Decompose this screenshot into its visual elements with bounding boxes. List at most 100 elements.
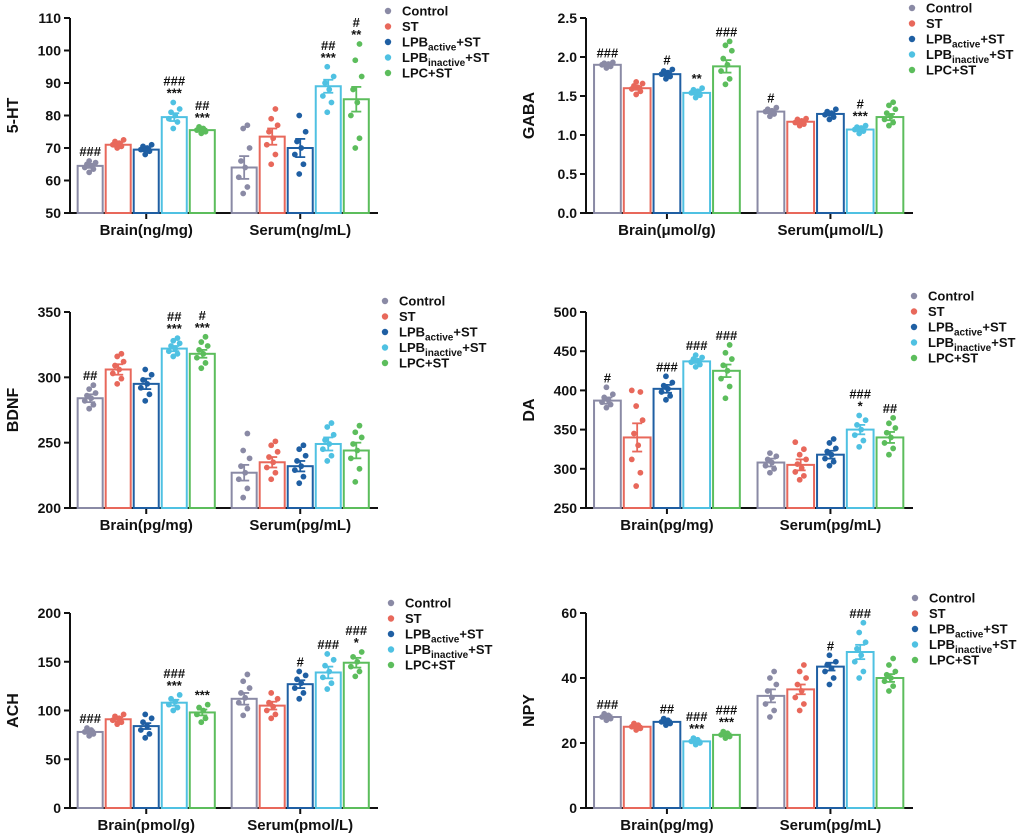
data-point [858,652,865,659]
data-point [294,676,300,683]
data-point [322,80,328,86]
significance-label: ### [317,637,339,652]
legend-label: ST [929,606,946,621]
data-point [86,405,93,412]
data-point [796,451,803,458]
data-point [639,417,646,424]
data-point [603,384,610,391]
significance-label: ## [321,38,336,53]
chart-panel-5-ht: 50607080901001105-HTBrain(ng/mg)###***##… [5,4,490,240]
bar [756,694,786,809]
legend-label-main: LPB [926,32,952,47]
data-point [639,80,646,87]
data-point [330,656,337,663]
data-point [352,673,359,680]
data-point [148,141,155,148]
data-point [830,436,837,442]
legend-marker [381,359,389,367]
data-point [886,102,892,109]
y-tick-label: 70 [45,140,61,156]
data-point [242,164,249,171]
data-point [767,675,773,681]
legend-label-sub: inactive [954,343,992,354]
significance-label: ### [686,338,708,353]
data-point [142,366,149,373]
data-point [298,463,305,470]
chart-panel-ach: 050100150200ACHBrain(pmol/g)###***###***… [5,596,493,835]
legend-label-main: LPB [928,335,954,350]
data-point [193,354,200,361]
legend-label: Control [402,4,448,19]
data-point [240,712,247,719]
legend-label-main: Control [402,4,448,19]
y-tick-label: 200 [38,605,62,621]
data-point [722,42,729,49]
legend-label-sub: inactive [955,645,993,656]
y-tick-label: 110 [38,10,61,26]
data-point [118,375,125,382]
legend-label: ST [399,309,416,324]
data-point [890,99,897,106]
x-category-label: Serum(pmol/L) [247,817,353,834]
x-category-label: Serum(μmol/L) [778,222,884,239]
x-category-label: Brain(μmol/g) [618,222,716,239]
significance-label: ## [167,309,182,324]
data-point [822,668,828,675]
bar [593,399,622,510]
data-point [800,446,807,453]
significance-label: *** [321,50,337,65]
data-point [796,476,803,483]
y-tick-label: 2.5 [558,10,578,26]
data-point [198,339,205,345]
data-point [198,719,205,726]
significance-label: ### [656,359,678,374]
significance-label: # [663,52,671,67]
legend-label: LPBactive+ST [402,35,481,54]
data-point [856,443,863,450]
data-point [240,447,247,454]
legend-label: LPC+ST [929,653,979,668]
data-point [240,190,247,197]
legend: ControlSTLPBactive+STLPBinactive+STLPC+S… [381,294,487,371]
data-point [298,145,305,151]
bar [593,63,622,214]
data-point [886,688,892,694]
data-point [176,106,183,112]
legend-label-main: LPC+ST [402,66,452,81]
bar [258,135,286,214]
legend-marker [387,599,395,607]
data-point [794,461,801,467]
data-point [274,122,281,129]
y-tick-label: 300 [554,461,578,477]
legend-marker [910,308,918,315]
legend-marker [387,615,395,622]
legend-label-main: ST [402,19,419,34]
data-point [326,668,333,675]
data-point [726,342,733,348]
data-point [300,442,307,449]
data-point [142,734,149,741]
legend-label-main: LPC+ST [399,356,449,371]
data-point [803,456,809,463]
data-point [90,382,97,389]
data-point [826,462,833,469]
legend-label-main: LPC+ST [928,351,978,366]
data-point [856,675,863,681]
data-point [246,685,253,691]
legend-label: LPC+ST [928,351,978,366]
x-category-label: Brain(ng/mg) [100,222,193,239]
legend-label-main: LPB [399,340,425,355]
legend-label-tail: +ST [465,50,489,65]
legend-marker [908,51,916,58]
y-tick-label: 0.5 [558,166,578,182]
legend-marker [911,610,919,617]
bar [286,683,314,809]
legend-label-main: LPB [929,637,955,652]
x-category-label: Serum(pg/mL) [780,517,882,534]
data-point [300,473,307,480]
legend-label-main: LPB [926,47,952,62]
significance-label: ** [692,71,703,86]
data-point [352,145,359,151]
legend-label-sub: inactive [952,55,990,66]
